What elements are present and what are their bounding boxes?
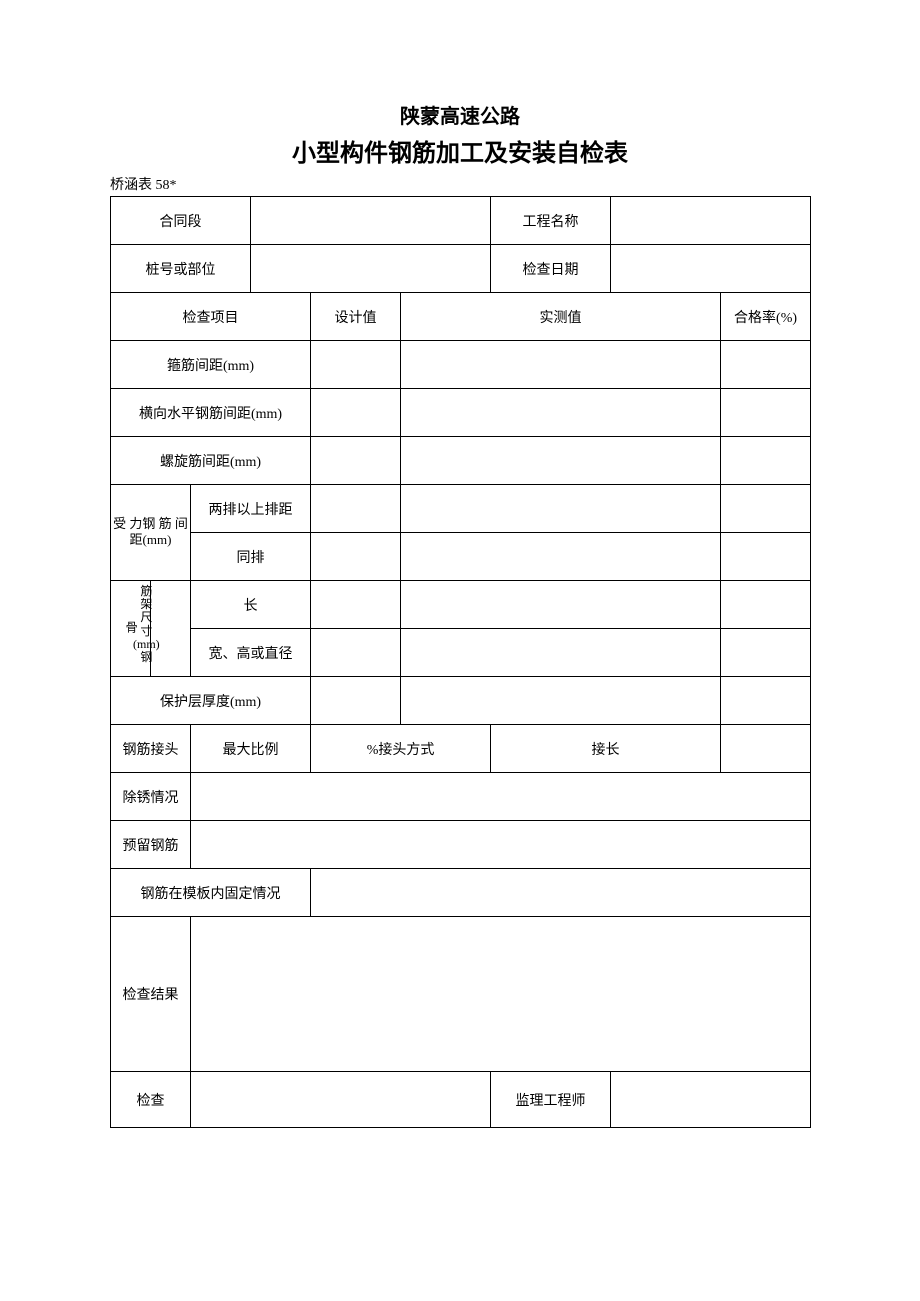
value-spiral-measured: [401, 437, 721, 485]
label-same-row: 同排: [191, 533, 311, 581]
label-measured-value: 实测值: [401, 293, 721, 341]
value-whd-pass: [721, 629, 811, 677]
value-length-pass: [721, 581, 811, 629]
value-check: [191, 1072, 491, 1128]
label-check: 检查: [111, 1072, 191, 1128]
value-cover-measured: [401, 677, 721, 725]
value-horizontal-pass: [721, 389, 811, 437]
label-design-value: 设计值: [311, 293, 401, 341]
label-width-height-dia: 宽、高或直径: [191, 629, 311, 677]
label-station-or-part: 桩号或部位: [111, 245, 251, 293]
value-same-row-measured: [401, 533, 721, 581]
value-spiral-design: [311, 437, 401, 485]
label-check-date: 检查日期: [491, 245, 611, 293]
label-rebar-joint: 钢筋接头: [111, 725, 191, 773]
label-two-row-spacing: 两排以上排距: [191, 485, 311, 533]
label-project-name: 工程名称: [491, 197, 611, 245]
label-joint-method: %接头方式: [311, 725, 491, 773]
form-code: 桥涵表 58*: [110, 174, 810, 194]
label-length: 长: [191, 581, 311, 629]
value-stirrup-pass: [721, 341, 811, 389]
value-station-or-part: [251, 245, 491, 293]
value-contract-section: [251, 197, 491, 245]
label-check-item: 检查项目: [111, 293, 311, 341]
value-two-row-measured: [401, 485, 721, 533]
value-rust-removal: [191, 773, 811, 821]
label-contract-section: 合同段: [111, 197, 251, 245]
value-joint-blank: [721, 725, 811, 773]
inspection-form-table: 合同段 工程名称 桩号或部位 检查日期 检查项目 设计值 实测值 合格率(%) …: [110, 196, 811, 1128]
value-stirrup-measured: [401, 341, 721, 389]
label-fixing-in-formwork: 钢筋在模板内固定情况: [111, 869, 311, 917]
title-line-1: 陕蒙高速公路: [110, 100, 810, 129]
value-check-date: [611, 245, 811, 293]
label-supervisor: 监理工程师: [491, 1072, 611, 1128]
value-whd-measured: [401, 629, 721, 677]
value-reserved-rebar: [191, 821, 811, 869]
value-stirrup-design: [311, 341, 401, 389]
value-same-row-design: [311, 533, 401, 581]
label-reserved-rebar: 预留钢筋: [111, 821, 191, 869]
value-supervisor: [611, 1072, 811, 1128]
value-spiral-pass: [721, 437, 811, 485]
title-line-2: 小型构件钢筋加工及安装自检表: [110, 133, 810, 168]
label-cover-thickness: 保护层厚度(mm): [111, 677, 311, 725]
label-rust-removal: 除锈情况: [111, 773, 191, 821]
value-two-row-pass: [721, 485, 811, 533]
label-max-ratio: 最大比例: [191, 725, 311, 773]
value-whd-design: [311, 629, 401, 677]
label-extension: 接长: [491, 725, 721, 773]
label-force-rebar-spacing: 受 力钢 筋 间距(mm): [111, 485, 191, 581]
value-cover-pass: [721, 677, 811, 725]
value-same-row-pass: [721, 533, 811, 581]
value-check-result: [191, 917, 811, 1072]
label-rebar-frame-size-2: 筋架尺寸(mm)钢: [151, 581, 191, 677]
label-stirrup-spacing: 箍筋间距(mm): [111, 341, 311, 389]
value-horizontal-measured: [401, 389, 721, 437]
value-fixing-in-formwork: [311, 869, 811, 917]
label-pass-rate: 合格率(%): [721, 293, 811, 341]
label-horizontal-spacing: 横向水平钢筋间距(mm): [111, 389, 311, 437]
value-two-row-design: [311, 485, 401, 533]
value-length-measured: [401, 581, 721, 629]
value-length-design: [311, 581, 401, 629]
value-cover-design: [311, 677, 401, 725]
value-horizontal-design: [311, 389, 401, 437]
value-project-name: [611, 197, 811, 245]
label-check-result: 检查结果: [111, 917, 191, 1072]
label-spiral-spacing: 螺旋筋间距(mm): [111, 437, 311, 485]
